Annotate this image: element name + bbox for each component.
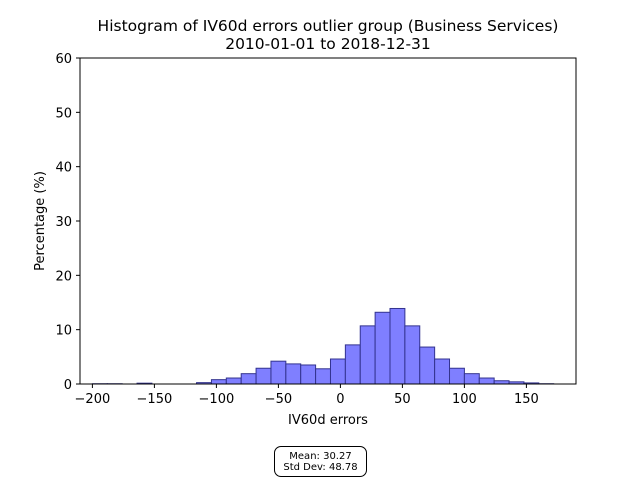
histogram-bar bbox=[434, 358, 451, 385]
histogram-bar bbox=[463, 373, 480, 385]
histogram-bar bbox=[404, 325, 421, 385]
histogram-bar bbox=[389, 307, 406, 385]
bars-layer bbox=[91, 307, 555, 385]
x-tick-label: −200 bbox=[75, 392, 111, 407]
histogram-bar bbox=[270, 360, 287, 385]
y-axis-label: Percentage (%) bbox=[33, 171, 48, 271]
y-tick-label: 10 bbox=[55, 324, 72, 339]
x-tick-label: 0 bbox=[336, 392, 344, 407]
y-tick-label: 0 bbox=[64, 378, 72, 393]
std-dev-text: Std Dev: 48.78 bbox=[283, 462, 358, 473]
y-tick-label: 20 bbox=[55, 269, 72, 284]
histogram-bar bbox=[300, 364, 317, 385]
histogram-bar bbox=[344, 344, 361, 385]
x-tick-label: 50 bbox=[394, 392, 411, 407]
histogram-bar bbox=[478, 377, 495, 385]
stats-annotation-box: Mean: 30.27 Std Dev: 48.78 bbox=[274, 446, 367, 477]
y-tick-label: 30 bbox=[55, 215, 72, 230]
histogram-bar bbox=[210, 379, 227, 385]
histogram-bar bbox=[255, 367, 272, 385]
histogram-bar bbox=[240, 373, 257, 385]
histogram-bar bbox=[285, 363, 302, 385]
chart-subtitle: 2010-01-01 to 2018-12-31 bbox=[225, 35, 431, 53]
mean-text: Mean: 30.27 bbox=[289, 451, 352, 462]
y-tick-label: 50 bbox=[55, 106, 72, 121]
histogram-bar bbox=[419, 346, 436, 385]
x-tick-label: −150 bbox=[137, 392, 173, 407]
histogram-bar bbox=[329, 358, 346, 385]
histogram-bar bbox=[359, 325, 376, 385]
y-axis-ticks: 0 10 20 30 40 50 60 bbox=[55, 52, 80, 393]
x-tick-label: 150 bbox=[514, 392, 539, 407]
x-tick-label: −100 bbox=[199, 392, 235, 407]
histogram-bar bbox=[315, 368, 331, 385]
histogram-bar bbox=[449, 367, 465, 385]
x-axis-ticks: −200 −150 −100 −50 0 50 100 150 bbox=[75, 384, 539, 407]
chart-title: Histogram of IV60d errors outlier group … bbox=[97, 17, 559, 35]
plot-area-frame bbox=[79, 57, 577, 385]
y-tick-label: 60 bbox=[55, 52, 72, 67]
histogram-bar bbox=[374, 311, 391, 385]
x-tick-label: 100 bbox=[452, 392, 477, 407]
y-tick-label: 40 bbox=[55, 161, 72, 176]
x-tick-label: −50 bbox=[265, 392, 292, 407]
histogram-bar bbox=[225, 377, 242, 385]
x-axis-label: IV60d errors bbox=[288, 413, 368, 428]
